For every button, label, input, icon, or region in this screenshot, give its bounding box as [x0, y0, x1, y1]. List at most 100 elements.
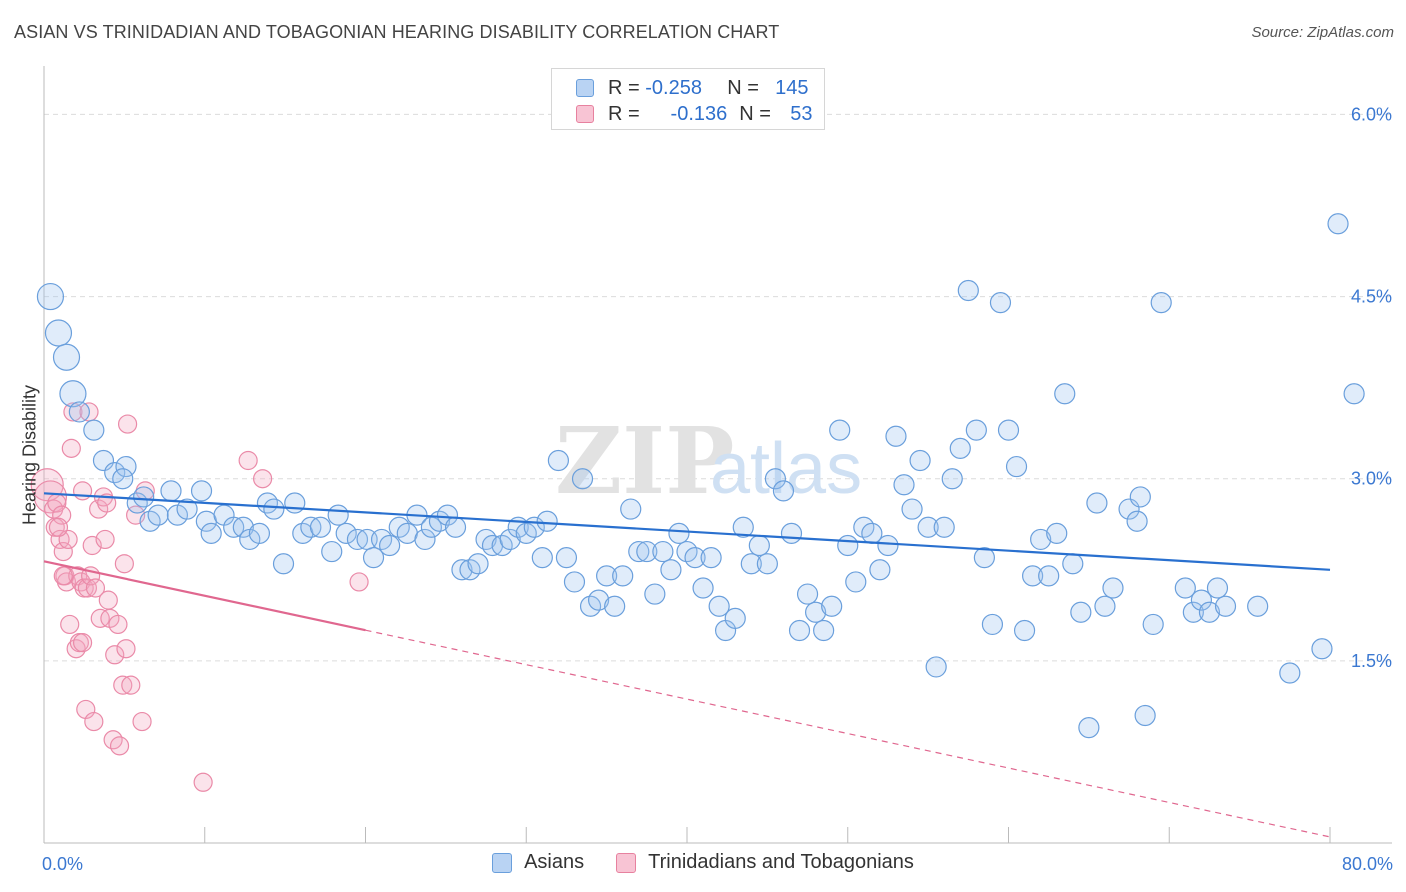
data-point-trinidadians: [60, 614, 80, 635]
data-point-trinidadians: [72, 481, 93, 501]
data-point-asians: [708, 595, 730, 617]
data-point-asians: [652, 540, 674, 563]
legend-item-trinidadians: Trinidadians and Tobagonians: [616, 851, 914, 874]
chart-title: ASIAN VS TRINIDADIAN AND TOBAGONIAN HEAR…: [14, 22, 780, 42]
data-point-asians: [684, 547, 706, 569]
data-point-asians: [901, 498, 923, 520]
legend-n-label: N =: [727, 76, 759, 99]
legend-label-asians: Asians: [524, 851, 585, 873]
data-point-asians: [362, 547, 385, 569]
data-point-asians: [604, 595, 626, 617]
data-point-asians: [176, 498, 198, 520]
data-point-asians: [628, 540, 650, 563]
data-point-asians: [1311, 638, 1333, 660]
data-point-asians: [813, 619, 835, 642]
data-point-trinidadians: [98, 590, 118, 610]
legend-r-label: R =: [608, 102, 640, 125]
data-point-asians: [444, 516, 467, 538]
data-point-asians: [1126, 510, 1148, 532]
watermark-atlas: atlas: [710, 429, 862, 509]
data-point-trinidadians: [109, 736, 130, 756]
data-point-asians: [1206, 577, 1229, 599]
data-point-trinidadians: [48, 517, 69, 537]
axes: [43, 66, 1392, 844]
data-point-trinidadians: [105, 645, 125, 665]
data-point-trinidadians: [30, 468, 64, 502]
data-point-asians: [232, 516, 254, 538]
data-point-asians: [263, 498, 285, 520]
data-point-asians: [596, 565, 618, 587]
data-point-trinidadians: [132, 711, 152, 732]
data-point-trinidadians: [97, 493, 117, 513]
data-point-asians: [933, 516, 955, 538]
data-point-asians: [989, 292, 1012, 314]
y-tick-label: 3.0%: [1351, 469, 1392, 489]
data-point-asians: [1150, 292, 1172, 314]
data-point-asians: [1214, 595, 1237, 617]
data-point-trinidadians: [117, 414, 138, 434]
correlation-legend: R = -0.258 N = 145 R = -0.136 N = 53: [551, 68, 825, 130]
data-point-asians: [829, 419, 851, 441]
data-point-asians: [1129, 486, 1151, 508]
data-point-asians: [732, 516, 754, 538]
x-tick-label-min: 0.0%: [42, 854, 83, 874]
data-point-trinidadians: [349, 572, 369, 592]
data-point-asians: [200, 522, 222, 544]
data-point-asians: [644, 583, 666, 605]
data-point-asians: [620, 498, 642, 520]
data-point-asians: [941, 468, 963, 490]
data-point-trinidadians: [84, 711, 104, 732]
data-point-asians: [1247, 595, 1269, 617]
y-tick-label: 4.5%: [1351, 287, 1392, 307]
data-point-asians: [44, 319, 73, 347]
data-point-asians: [692, 577, 714, 599]
legend-n-label: N =: [739, 102, 771, 125]
data-point-trinidadians: [108, 614, 128, 635]
legend-row-trinidadians: R = -0.136 N = 53: [576, 101, 813, 127]
data-point-asians: [957, 279, 979, 302]
data-point-asians: [499, 528, 521, 551]
data-point-trinidadians: [53, 541, 73, 562]
data-point-asians: [949, 437, 971, 459]
data-point-asians: [256, 492, 279, 514]
legend-r-label: R =: [608, 76, 640, 99]
data-point-asians: [272, 553, 295, 575]
data-point-asians: [133, 486, 155, 508]
data-point-trinidadians: [193, 772, 213, 792]
data-point-asians: [1030, 528, 1052, 551]
data-point-asians: [1086, 492, 1108, 514]
data-point-asians: [845, 571, 867, 593]
trend-line-trinidadians: [43, 560, 366, 632]
series-trinidadians: [30, 402, 369, 792]
data-point-asians: [1198, 601, 1221, 623]
data-point-asians: [1327, 213, 1349, 235]
data-point-asians: [1062, 553, 1084, 575]
data-point-asians: [321, 540, 343, 563]
data-point-asians: [115, 455, 137, 478]
data-point-trinidadians: [56, 572, 77, 592]
data-point-trinidadians: [114, 554, 134, 574]
tick-labels: 1.5% 3.0% 4.5% 6.0% 0.0% 80.0%: [42, 104, 1393, 874]
data-point-asians: [436, 504, 459, 526]
data-point-asians: [821, 595, 843, 617]
data-point-asians: [740, 553, 762, 575]
data-point-asians: [981, 613, 1004, 636]
data-point-asians: [327, 504, 349, 526]
data-point-asians: [36, 282, 65, 311]
legend-n-value-trinidadians: 53: [790, 102, 813, 125]
y-tick-label: 6.0%: [1351, 104, 1392, 124]
legend-r-value-trinidadians: -0.136: [670, 102, 728, 125]
series-asians: [36, 213, 1365, 739]
legend-row-asians: R = -0.258 N = 145: [576, 75, 809, 101]
data-point-trinidadians: [85, 578, 106, 598]
data-point-asians: [379, 534, 401, 557]
data-point-asians: [1279, 662, 1301, 684]
legend-n-value-asians: 145: [775, 76, 809, 99]
x-tick-label-max: 80.0%: [1342, 854, 1393, 874]
legend-swatch-trinidadians: [616, 852, 637, 873]
data-point-asians: [396, 522, 418, 544]
data-point-trinidadians: [116, 639, 136, 659]
data-point-asians: [877, 534, 899, 557]
data-point-asians: [1005, 455, 1028, 478]
data-point-asians: [1013, 619, 1036, 642]
